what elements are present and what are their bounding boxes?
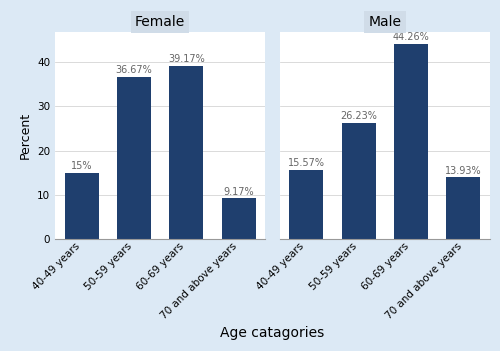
Bar [342, 123, 376, 239]
Bar [64, 173, 98, 239]
Title: Female: Female [135, 15, 185, 29]
Text: 26.23%: 26.23% [340, 111, 377, 121]
Bar [446, 177, 480, 239]
Bar [394, 44, 428, 239]
Y-axis label: Percent: Percent [18, 112, 32, 159]
Text: Age catagories: Age catagories [220, 326, 324, 340]
Text: 39.17%: 39.17% [168, 54, 204, 64]
Bar [222, 198, 256, 239]
Text: 44.26%: 44.26% [392, 32, 430, 42]
Bar [169, 66, 203, 239]
Bar [117, 77, 151, 239]
Title: Male: Male [368, 15, 402, 29]
Text: 13.93%: 13.93% [445, 166, 482, 176]
Text: 9.17%: 9.17% [224, 186, 254, 197]
Text: 36.67%: 36.67% [116, 65, 152, 75]
Bar [290, 170, 324, 239]
Text: 15%: 15% [71, 161, 92, 171]
Text: 15.57%: 15.57% [288, 158, 325, 168]
